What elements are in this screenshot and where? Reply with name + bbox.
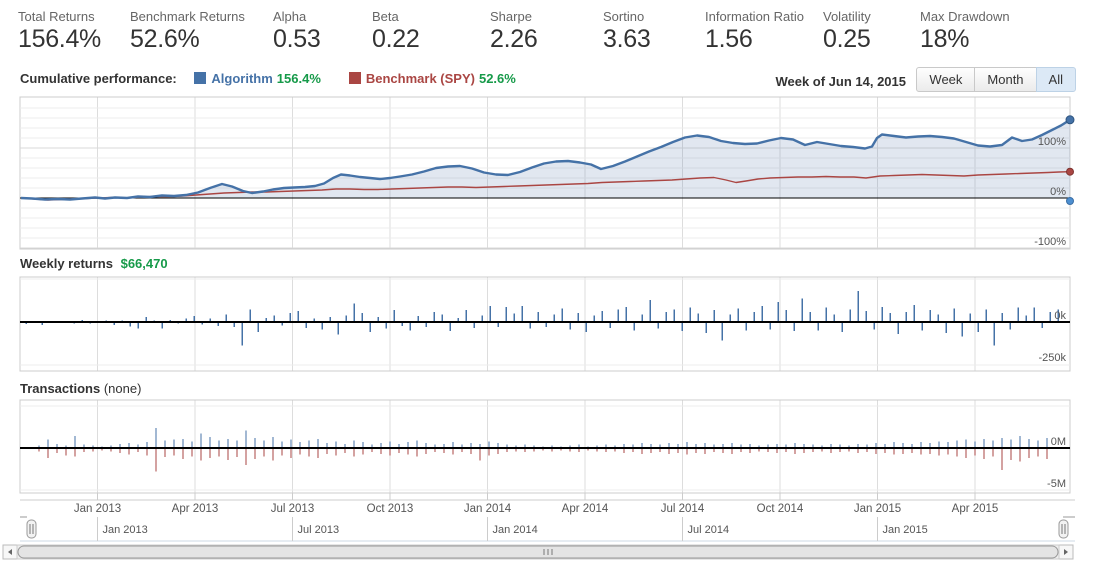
- metric-label: Benchmark Returns: [130, 9, 245, 24]
- current-period-label: Week of Jun 14, 2015: [775, 74, 906, 89]
- transactions-note: (none): [103, 381, 142, 396]
- algorithm-area-fill: [21, 119, 1070, 200]
- metric-information-ratio: Information Ratio 1.56: [705, 9, 804, 54]
- metric-alpha: Alpha 0.53: [273, 9, 321, 54]
- transactions-label: Transactions: [20, 381, 101, 396]
- metric-label: Total Returns: [18, 9, 95, 24]
- navigator-left-handle[interactable]: [26, 519, 37, 539]
- scrollbar-thumb-body[interactable]: [17, 545, 1059, 559]
- cumulative-performance-title: Cumulative performance:: [20, 71, 177, 86]
- weekly-returns-value: $66,470: [120, 256, 168, 271]
- scrollbar-left-arrow-icon: [8, 549, 12, 555]
- algorithm-end-marker: [1065, 115, 1075, 125]
- transactions-ytick-label: 0M: [1051, 436, 1066, 448]
- range-button-all[interactable]: All: [1035, 67, 1076, 92]
- metric-value: 18%: [920, 25, 970, 53]
- metric-total-returns: Total Returns 156.4%: [18, 9, 101, 54]
- metric-value: 0.53: [273, 25, 321, 53]
- scrollbar-right-arrow-icon: [1064, 549, 1068, 555]
- main-ytick-label: 100%: [1038, 136, 1066, 148]
- scrollbar-thumb[interactable]: [17, 545, 1059, 559]
- cumulative-performance-header: Cumulative performance: Algorithm 156.4% B…: [20, 71, 544, 86]
- navigator-label: Jan 2013: [103, 524, 148, 536]
- xaxis-label: Jan 2013: [74, 503, 121, 515]
- navigator-label: Jan 2015: [883, 524, 928, 536]
- transactions-title: Transactions (none): [20, 381, 141, 396]
- metric-value: 156.4%: [18, 25, 101, 53]
- xaxis-label: Apr 2015: [952, 503, 999, 515]
- baseline-end-marker: [1066, 197, 1074, 205]
- legend-name: Algorithm: [211, 71, 273, 86]
- weekly-ytick-label: -250k: [1038, 352, 1066, 364]
- range-button-week[interactable]: Week: [916, 67, 976, 92]
- metric-label: Alpha: [273, 9, 307, 24]
- legend-swatch-icon: [348, 72, 361, 84]
- week-panel-border: [19, 276, 1071, 372]
- navigator-right-handle[interactable]: [1058, 519, 1069, 539]
- weekly-returns-title: Weekly returns $66,470: [20, 256, 168, 271]
- metric-max-drawdown: Max Drawdown 18%: [920, 9, 1010, 54]
- legend-item-algorithm[interactable]: Algorithm 156.4%: [194, 71, 321, 86]
- navigator-label: Jul 2013: [298, 524, 340, 536]
- benchmark-line: [20, 171, 1071, 201]
- legend-name: Benchmark (SPY): [365, 71, 475, 86]
- metrics-row: Total Returns 156.4% Benchmark Returns 52.6…: [0, 9, 1096, 61]
- benchmark-end-marker: [1066, 167, 1074, 176]
- main-ytick-label: -100%: [1034, 236, 1066, 248]
- metric-value: 1.56: [705, 25, 753, 53]
- chart-legend: Algorithm 156.4% Benchmark (SPY) 52.6%: [194, 71, 543, 86]
- metric-label: Information Ratio: [705, 9, 804, 24]
- range-button-month[interactable]: Month: [974, 67, 1037, 92]
- legend-item-benchmark-spy-[interactable]: Benchmark (SPY) 52.6%: [348, 71, 516, 86]
- metric-sharpe: Sharpe 2.26: [490, 9, 538, 54]
- xaxis-label: Apr 2014: [562, 503, 609, 515]
- trans-panel-border: [19, 399, 1071, 494]
- transactions-ytick-label: -5M: [1047, 478, 1066, 490]
- metric-benchmark-returns: Benchmark Returns 52.6%: [130, 9, 245, 54]
- range-button-group: Week Month All: [916, 67, 1076, 92]
- legend-swatch-icon: [194, 72, 207, 84]
- weekly-returns-label: Weekly returns: [20, 256, 113, 271]
- metric-label: Sortino: [603, 9, 645, 24]
- metric-value: 0.25: [823, 25, 871, 53]
- xaxis-label: Oct 2013: [367, 503, 414, 515]
- metric-beta: Beta 0.22: [372, 9, 420, 54]
- metric-value: 52.6%: [130, 25, 200, 53]
- xaxis-label: Jan 2014: [464, 503, 512, 515]
- algorithm-line: [20, 118, 1071, 201]
- xaxis-label: Apr 2013: [172, 503, 219, 515]
- navigator-label: Jul 2014: [688, 524, 730, 536]
- navigator-label: Jan 2014: [493, 524, 538, 536]
- metric-volatility: Volatility 0.25: [823, 9, 871, 54]
- metric-value: 3.63: [603, 25, 651, 53]
- metric-sortino: Sortino 3.63: [603, 9, 651, 54]
- metric-value: 2.26: [490, 25, 538, 53]
- metric-label: Beta: [372, 9, 399, 24]
- metric-label: Sharpe: [490, 9, 532, 24]
- weekly-ytick-label: 0k: [1054, 310, 1066, 322]
- xaxis-label: Oct 2014: [757, 503, 804, 515]
- legend-value: 156.4%: [276, 71, 321, 86]
- metric-value: 0.22: [372, 25, 420, 53]
- xaxis-label: Jul 2014: [661, 503, 705, 515]
- metric-label: Volatility: [823, 9, 871, 24]
- xaxis-label: Jul 2013: [271, 503, 314, 515]
- metric-label: Max Drawdown: [920, 9, 1010, 24]
- main-ytick-label: 0%: [1050, 186, 1066, 198]
- legend-value: 52.6%: [478, 71, 516, 86]
- xaxis-label: Jan 2015: [854, 503, 901, 515]
